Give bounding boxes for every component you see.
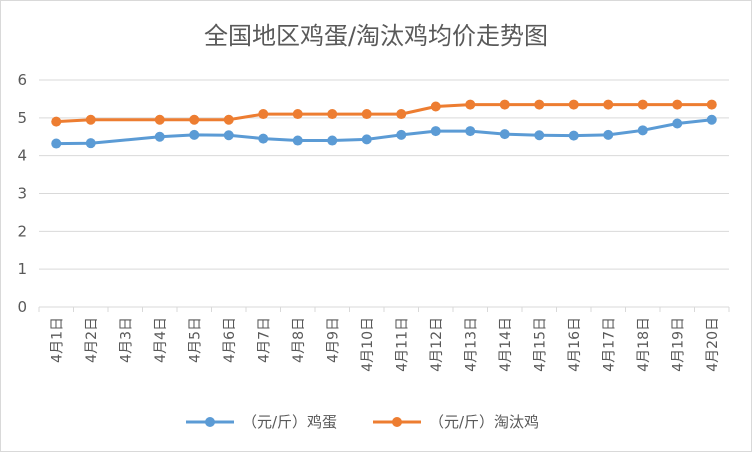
data-point (292, 135, 303, 146)
data-point (258, 109, 269, 120)
series-line (56, 103, 712, 124)
data-point (603, 99, 614, 110)
data-point (568, 99, 579, 110)
data-point (396, 109, 407, 120)
data-point (223, 130, 234, 141)
data-point (154, 131, 165, 142)
x-axis-ticks: 4月1日 4月2日 4月3日 4月4日 4月5日 4月6日 4月7日 4月8日 4月9日 4月10… (38, 307, 730, 372)
data-point (706, 114, 717, 125)
x-tick-label: 4月4日 (153, 317, 169, 363)
x-tick-label: 4月9日 (325, 317, 341, 363)
y-tick-label: 1 (17, 260, 27, 278)
y-tick-label: 0 (17, 298, 27, 316)
data-point (85, 114, 96, 125)
data-point (499, 129, 510, 140)
data-point (603, 129, 614, 140)
data-point (396, 129, 407, 140)
legend-swatch-marker (205, 417, 215, 427)
gridlines (39, 79, 729, 308)
data-point (292, 109, 303, 120)
x-tick-label: 4月11日 (394, 317, 410, 372)
x-tick-label: 4月16日 (567, 317, 583, 372)
series-2 (51, 99, 717, 127)
x-tick-label: 4月8日 (291, 317, 307, 363)
data-point (51, 138, 62, 149)
data-point (637, 99, 648, 110)
data-point (258, 133, 269, 144)
data-point (361, 134, 372, 145)
data-point (327, 109, 338, 120)
data-point (568, 130, 579, 141)
x-tick-label: 4月12日 (429, 317, 445, 372)
data-point (430, 126, 441, 137)
data-point (85, 138, 96, 149)
legend-label: （元/斤）淘汰鸡 (429, 413, 539, 431)
legend: （元/斤）鸡蛋 （元/斤）淘汰鸡 (186, 413, 539, 431)
x-tick-label: 4月3日 (118, 317, 134, 363)
x-tick-label: 4月14日 (498, 317, 514, 372)
y-tick-label: 2 (17, 222, 27, 240)
legend-item: （元/斤）淘汰鸡 (373, 413, 539, 431)
x-tick-label: 4月18日 (636, 317, 652, 372)
x-tick-label: 4月2日 (84, 317, 100, 363)
y-tick-label: 3 (17, 185, 27, 203)
x-tick-label: 4月10日 (360, 317, 376, 372)
data-point (499, 99, 510, 110)
data-point (637, 125, 648, 136)
data-point (189, 129, 200, 140)
legend-label: （元/斤）鸡蛋 (242, 413, 337, 431)
y-tick-label: 6 (17, 71, 27, 89)
data-point (327, 135, 338, 146)
data-point (154, 114, 165, 125)
x-tick-label: 4月7日 (256, 317, 272, 363)
data-point (361, 109, 372, 120)
chart-title: 全国地区鸡蛋/淘汰鸡均价走势图 (204, 22, 548, 50)
x-tick-label: 4月1日 (49, 317, 65, 363)
x-tick-label: 4月19日 (670, 317, 686, 372)
series-lines (51, 99, 717, 149)
data-point (223, 114, 234, 125)
x-tick-label: 4月17日 (601, 317, 617, 372)
legend-swatch-marker (392, 417, 402, 427)
y-tick-label: 5 (17, 109, 27, 127)
series-1 (51, 114, 717, 149)
x-tick-label: 4月6日 (222, 317, 238, 363)
data-point (189, 114, 200, 125)
series-line (56, 118, 712, 146)
data-point (672, 118, 683, 129)
x-tick-label: 4月20日 (705, 317, 721, 372)
data-point (51, 116, 62, 127)
data-point (534, 130, 545, 141)
x-tick-label: 4月15日 (532, 317, 548, 372)
data-point (465, 99, 476, 110)
legend-item: （元/斤）鸡蛋 (186, 413, 337, 431)
data-point (465, 126, 476, 137)
data-point (706, 99, 717, 110)
x-tick-label: 4月13日 (463, 317, 479, 372)
data-point (534, 99, 545, 110)
data-point (672, 99, 683, 110)
x-tick-label: 4月5日 (187, 317, 203, 363)
y-axis-ticks: 0 1 2 3 4 5 6 (17, 71, 27, 316)
data-point (430, 101, 441, 112)
y-tick-label: 4 (17, 147, 27, 165)
